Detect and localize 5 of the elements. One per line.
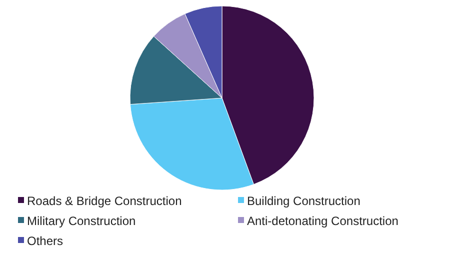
legend-label: Military Construction (27, 214, 136, 228)
legend-label: Roads & Bridge Construction (27, 194, 182, 208)
legend-label: Others (27, 234, 64, 248)
legend-label: Anti-detonating Construction (247, 214, 398, 228)
legend-label: Building Construction (247, 194, 360, 208)
